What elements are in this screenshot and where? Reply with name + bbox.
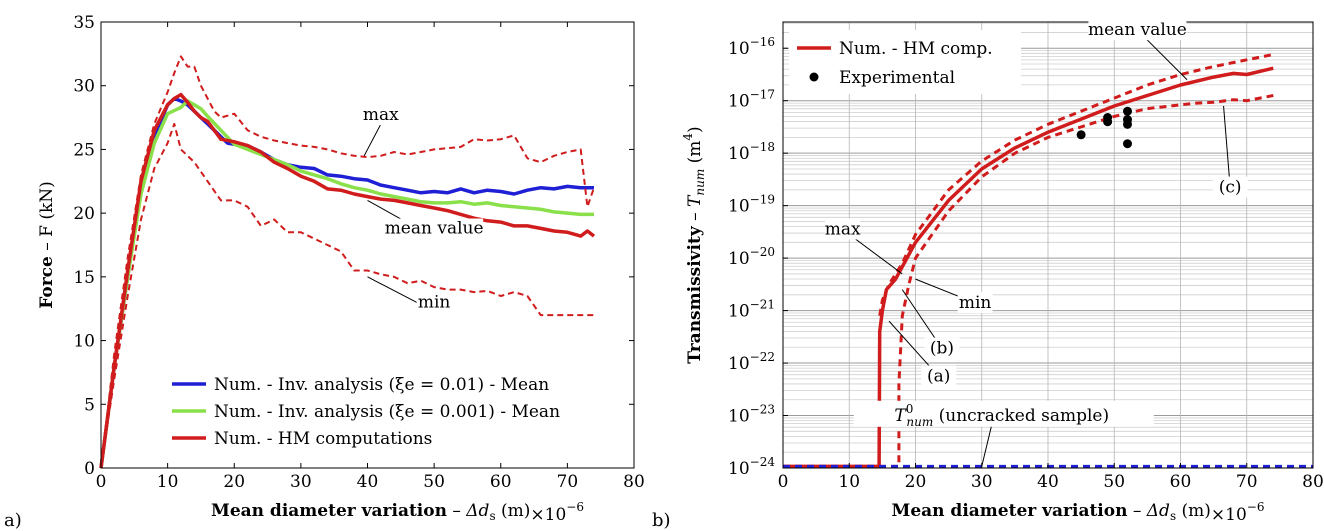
y-tick-label: 10−19 xyxy=(728,193,775,217)
annotation-label: min xyxy=(418,292,451,312)
y-tick-label: 5 xyxy=(84,395,95,415)
x-tick-label: 0 xyxy=(778,472,789,492)
series-line-3 xyxy=(100,55,595,469)
y-tick-label: 10−17 xyxy=(728,88,775,112)
annotation-leader xyxy=(981,424,993,467)
y-tick-label: 20 xyxy=(73,204,95,224)
y-tick-label: 10−18 xyxy=(728,140,775,164)
chart-b-y-axis-label: Transmissivity – Tnum (m4) xyxy=(681,126,707,363)
annotation-label: max xyxy=(363,105,399,125)
annotation-bg xyxy=(1088,19,1187,41)
chart-b-x-axis-label: Mean diameter variation – Δds (m)×10−6 xyxy=(892,500,1265,525)
chart-a-legend: Num. - Inv. analysis (ξe = 0.01) - Mean N… xyxy=(172,375,560,449)
y-tick-label: 10 xyxy=(73,332,95,352)
annotation-bg xyxy=(921,365,957,387)
legend-label: Num. - Inv. analysis (ξe = 0.01) - Mean xyxy=(214,375,549,395)
y-tick-label: 30 xyxy=(73,77,95,97)
annotation-bg xyxy=(924,337,960,359)
chart-a-annotations: max mean value min xyxy=(363,105,484,313)
y-tick-label: 35 xyxy=(73,13,95,33)
x-tick-label: 40 xyxy=(357,472,379,492)
y-tick-label: 10−24 xyxy=(728,455,775,479)
series-line-2 xyxy=(783,94,1274,468)
chart-b-legend: Num. - HM comp. Experimental xyxy=(789,30,1021,94)
y-tick-label: 10−23 xyxy=(728,403,775,427)
legend-box xyxy=(789,30,1021,94)
annotation-leader xyxy=(1223,105,1231,188)
x-tick-label: 10 xyxy=(157,472,179,492)
series-line-4 xyxy=(100,122,594,469)
series-line-1 xyxy=(878,53,1274,317)
series-line-0 xyxy=(99,96,594,469)
y-tick-label: 10−20 xyxy=(728,245,775,269)
chart-b-panel-letter: b) xyxy=(652,510,671,531)
uncracked-label: T0 num (uncracked sample) xyxy=(894,402,1109,429)
experimental-point xyxy=(1076,130,1086,140)
series-line-2 xyxy=(99,92,596,469)
x-tick-label: 70 xyxy=(1236,472,1258,492)
annotation-label: (b) xyxy=(930,339,954,359)
experimental-point xyxy=(1123,139,1132,149)
annotation-label: max xyxy=(825,220,861,240)
series-line-1 xyxy=(99,99,594,469)
y-tick-label: 0 xyxy=(84,459,95,479)
y-tick-label: 10−22 xyxy=(728,350,775,374)
x-tick-label: 70 xyxy=(557,472,579,492)
x-tick-label: 50 xyxy=(423,472,445,492)
annotation-label: min xyxy=(959,293,992,313)
chart-b-ticks: 0 10 20 30 40 50 60 70 80 10−24 10−23 10−22 10−21 10−… xyxy=(728,35,1324,492)
x-tick-label: 20 xyxy=(905,472,927,492)
x-tick-label: 20 xyxy=(223,472,245,492)
chart-b: 0 10 20 30 40 50 60 70 80 10−24 10−23 10−22 10−21 10−… xyxy=(652,19,1324,531)
legend-label: Num. - HM comp. xyxy=(839,39,993,59)
y-tick-label: 10−21 xyxy=(728,298,775,322)
annotation-label: mean value xyxy=(1088,20,1187,40)
chart-a-series xyxy=(99,55,596,469)
chart-a-x-axis-label: Mean diameter variation – Δds (m)×10−6 xyxy=(211,500,584,525)
chart-b-annotations: mean value (c) max min (b) (a) T0 num (uncracke… xyxy=(825,19,1248,467)
chart-a-panel-letter: a) xyxy=(4,510,22,531)
y-tick-label: 10−16 xyxy=(728,35,775,59)
experimental-point xyxy=(1103,112,1113,122)
annotation-bg xyxy=(416,292,452,313)
experimental-point xyxy=(1123,106,1132,116)
x-tick-label: 60 xyxy=(490,472,512,492)
chart-a: 0 10 20 30 40 50 60 70 80 0 5 10 15 20 25 30 35 max mean … xyxy=(4,13,645,531)
x-tick-label: 40 xyxy=(1037,472,1059,492)
annotation-label: (c) xyxy=(1219,178,1242,198)
series-line-0 xyxy=(783,66,1274,469)
annotation-bg xyxy=(825,218,861,240)
annotation-label: (a) xyxy=(927,366,950,386)
legend-label: Num. - HM computations xyxy=(214,429,432,449)
annotation-bg xyxy=(1212,176,1248,198)
chart-a-y-axis-label: Force – F (kN) xyxy=(37,181,57,309)
x-tick-label: 30 xyxy=(290,472,312,492)
x-tick-label: 50 xyxy=(1103,472,1125,492)
legend-label: Num. - Inv. analysis (ξe = 0.001) - Mean xyxy=(214,402,560,422)
annotation-bg xyxy=(853,400,1154,427)
annotation-bg xyxy=(957,291,993,313)
legend-swatch xyxy=(809,72,819,82)
annotation-label: mean value xyxy=(385,219,484,239)
legend-label: Experimental xyxy=(839,68,955,88)
x-tick-label: 30 xyxy=(971,472,993,492)
annotation-leader xyxy=(363,123,382,157)
chart-a-ticks: 0 10 20 30 40 50 60 70 80 0 5 10 15 20 25 30 35 xyxy=(73,13,644,492)
y-tick-label: 25 xyxy=(73,140,95,160)
experimental-point xyxy=(1123,119,1132,129)
y-tick-label: 15 xyxy=(73,268,95,288)
x-tick-label: 0 xyxy=(96,472,107,492)
x-tick-label: 10 xyxy=(838,472,860,492)
annotation-bg xyxy=(385,218,484,239)
x-tick-label: 80 xyxy=(623,472,645,492)
x-tick-label: 60 xyxy=(1170,472,1192,492)
annotation-bg xyxy=(363,105,399,126)
x-tick-label: 80 xyxy=(1302,472,1324,492)
